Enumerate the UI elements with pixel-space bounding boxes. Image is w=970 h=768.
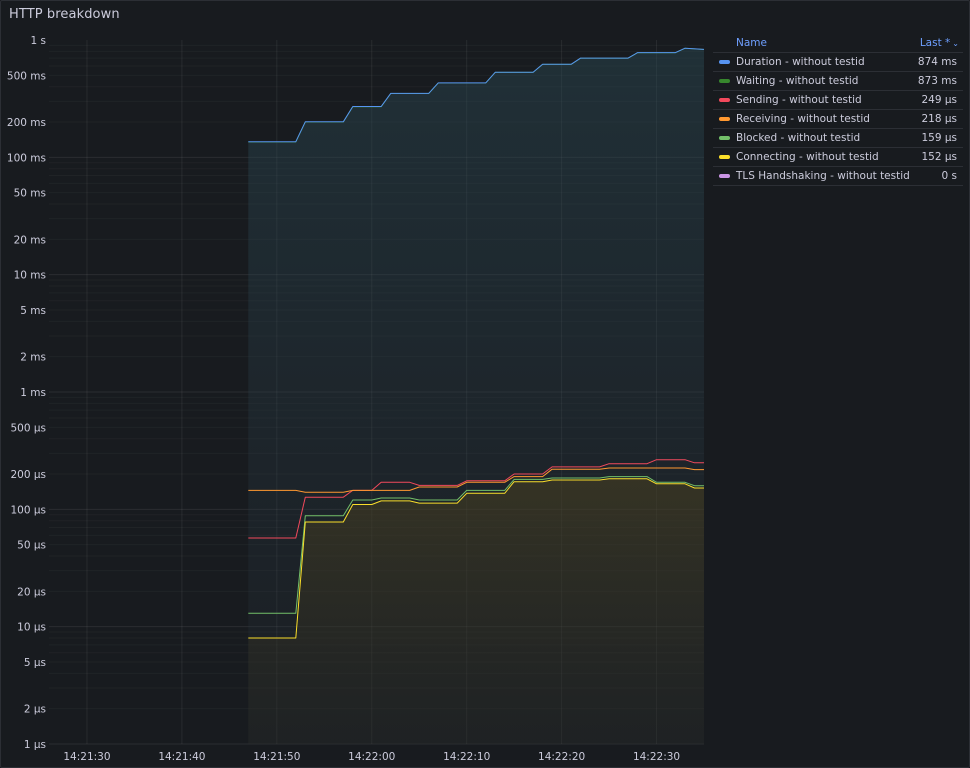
legend-item-name: Connecting - without testid — [736, 151, 879, 163]
y-tick-label: 500 µs — [10, 422, 46, 434]
y-tick-label: 1 µs — [24, 739, 46, 751]
chevron-down-icon: ⌄ — [952, 38, 959, 48]
legend-rows: Duration - without testid 874 ms Waiting -… — [713, 53, 963, 186]
legend-item-last: 0 s — [941, 170, 958, 182]
legend-item[interactable]: Receiving - without testid 218 µs — [713, 110, 963, 129]
legend-header: Name Last * ⌄ — [713, 34, 963, 53]
y-tick-label: 100 ms — [7, 152, 46, 164]
legend-item-last: 874 ms — [917, 56, 957, 68]
y-tick-label: 200 ms — [7, 117, 46, 129]
legend-item-last: 159 µs — [921, 132, 957, 144]
legend-item-name: TLS Handshaking - without testid — [736, 170, 910, 182]
series-area — [248, 478, 705, 744]
x-tick-label: 14:22:20 — [538, 751, 585, 763]
legend-last-label: Last * — [919, 37, 951, 49]
y-tick-label: 5 µs — [24, 657, 46, 669]
y-tick-label: 200 µs — [10, 469, 46, 481]
series-fills — [248, 48, 705, 745]
legend-color-swatch — [719, 117, 730, 121]
y-tick-label: 20 µs — [17, 586, 46, 598]
x-tick-label: 14:21:30 — [63, 751, 110, 763]
legend-item[interactable]: Connecting - without testid 152 µs — [713, 148, 963, 167]
x-tick-label: 14:21:50 — [253, 751, 300, 763]
y-tick-label: 2 µs — [24, 704, 46, 716]
legend: Name Last * ⌄ Duration - without testid 8… — [713, 34, 963, 186]
legend-item[interactable]: TLS Handshaking - without testid 0 s — [713, 167, 963, 186]
y-tick-label: 100 µs — [10, 504, 46, 516]
x-tick-label: 14:22:30 — [633, 751, 680, 763]
legend-item[interactable]: Sending - without testid 249 µs — [713, 91, 963, 110]
x-tick-label: 14:22:00 — [348, 751, 395, 763]
y-tick-label: 1 ms — [20, 387, 46, 399]
legend-color-swatch — [719, 136, 730, 140]
legend-item-name: Waiting - without testid — [736, 75, 859, 87]
y-tick-label: 1 s — [31, 35, 47, 47]
y-tick-label: 5 ms — [20, 305, 46, 317]
legend-color-swatch — [719, 98, 730, 102]
legend-item[interactable]: Duration - without testid 874 ms — [713, 53, 963, 72]
series-lines — [248, 47, 705, 639]
legend-item-name: Receiving - without testid — [736, 113, 870, 125]
x-tick-label: 14:21:40 — [158, 751, 205, 763]
x-axis: 14:21:30 14:21:40 14:21:50 14:22:00 14:22:10… — [63, 751, 680, 763]
series-line[interactable] — [248, 47, 705, 143]
legend-last-header[interactable]: Last * ⌄ — [920, 37, 959, 49]
legend-color-swatch — [719, 155, 730, 159]
legend-item-last: 249 µs — [921, 94, 957, 106]
y-tick-label: 2 ms — [20, 352, 46, 364]
y-tick-label: 50 ms — [14, 188, 46, 200]
legend-item-name: Sending - without testid — [736, 94, 862, 106]
y-tick-label: 10 ms — [14, 270, 46, 282]
legend-item-name: Duration - without testid — [736, 56, 865, 68]
legend-item-last: 873 ms — [917, 75, 957, 87]
legend-color-swatch — [719, 79, 730, 83]
legend-item-last: 152 µs — [921, 151, 957, 163]
y-tick-label: 10 µs — [17, 622, 46, 634]
legend-item-name: Blocked - without testid — [736, 132, 861, 144]
legend-color-swatch — [719, 60, 730, 64]
y-axis: 1 s 500 ms 200 ms 100 ms 50 ms 20 ms 10 ms 5 ms… — [7, 35, 46, 751]
series-line[interactable] — [248, 476, 704, 614]
panel-title[interactable]: HTTP breakdown — [9, 7, 120, 22]
legend-color-swatch — [719, 174, 730, 178]
y-tick-label: 500 ms — [7, 70, 46, 82]
series-line[interactable] — [248, 467, 704, 493]
x-tick-label: 14:22:10 — [443, 751, 490, 763]
legend-item-last: 218 µs — [921, 113, 957, 125]
series-line[interactable] — [248, 459, 704, 539]
series-line[interactable] — [248, 478, 704, 639]
legend-item[interactable]: Blocked - without testid 159 µs — [713, 129, 963, 148]
y-tick-label: 50 µs — [17, 540, 46, 552]
y-tick-label: 20 ms — [14, 234, 46, 246]
legend-item[interactable]: Waiting - without testid 873 ms — [713, 72, 963, 91]
legend-name-header[interactable]: Name — [736, 37, 767, 49]
